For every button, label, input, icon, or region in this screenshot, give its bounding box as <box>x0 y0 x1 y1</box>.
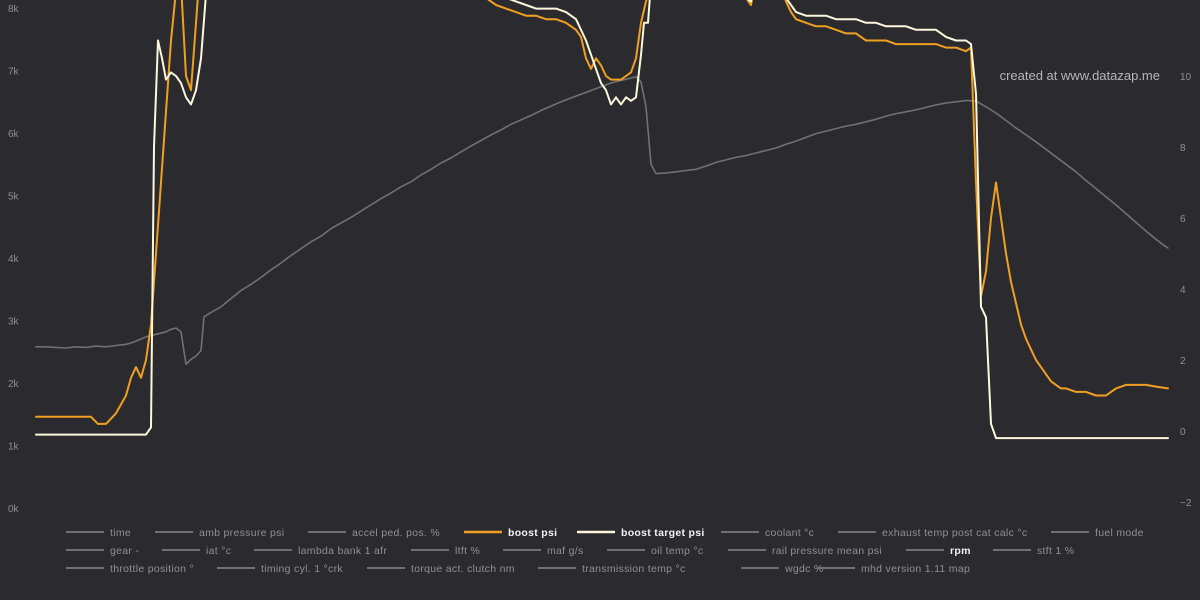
right-tick-label: 0 <box>1180 427 1186 438</box>
left-tick-label: 6k <box>8 129 20 140</box>
legend-item-wgdc[interactable]: wgdc % <box>741 563 824 575</box>
legend-item-throttle-position[interactable]: throttle position ° <box>66 563 194 575</box>
right-tick-label: −2 <box>1180 498 1192 509</box>
legend-label: amb pressure psi <box>199 527 284 539</box>
series-line-boost-target-psi <box>35 0 1169 440</box>
legend-label: mhd version 1.11 map <box>861 563 970 575</box>
left-tick-label: 8k <box>8 4 20 15</box>
series-line-boost-psi <box>35 0 1169 425</box>
legend-item-accel-ped-pos[interactable]: accel ped. pos. % <box>308 527 440 539</box>
legend-item-gear[interactable]: gear - <box>66 545 139 557</box>
legend-label: accel ped. pos. % <box>352 527 440 539</box>
right-axis: −2 0 2 4 6 8 10 <box>1180 72 1192 509</box>
right-tick-label: 6 <box>1180 214 1186 225</box>
legend-label: torque act. clutch nm <box>411 563 515 575</box>
legend-label: wgdc % <box>784 563 824 575</box>
legend-item-maf-g-s[interactable]: maf g/s <box>503 545 584 557</box>
series-line-rpm <box>35 76 1169 366</box>
legend-item-lambda-bank-1-afr[interactable]: lambda bank 1 afr <box>254 545 387 557</box>
legend-item-torque-act-clutch-nm[interactable]: torque act. clutch nm <box>367 563 515 575</box>
legend-item-time[interactable]: time <box>66 527 131 539</box>
left-tick-label: 2k <box>8 379 20 390</box>
right-tick-label: 4 <box>1180 285 1186 296</box>
right-tick-label: 2 <box>1180 356 1186 367</box>
left-axis: 0k 1k 2k 3k 4k 5k 6k 7k 8k <box>8 4 20 515</box>
legend-item-coolant-c[interactable]: coolant °c <box>721 527 814 539</box>
left-tick-label: 0k <box>8 504 20 515</box>
legend-label: gear - <box>110 545 139 557</box>
left-tick-label: 1k <box>8 442 20 453</box>
left-tick-label: 3k <box>8 317 20 328</box>
legend-label: ltft % <box>455 545 480 557</box>
legend-item-rpm[interactable]: rpm <box>906 545 971 557</box>
legend-item-exhaust-temp-post-cat-calc-c[interactable]: exhaust temp post cat calc °c <box>838 527 1027 539</box>
legend-item-timing-cyl-1-crk[interactable]: timing cyl. 1 °crk <box>217 563 343 575</box>
legend-item-iat-c[interactable]: iat °c <box>162 545 231 557</box>
right-tick-label: 8 <box>1180 143 1186 154</box>
left-tick-label: 7k <box>8 67 20 78</box>
legend-item-stft-1[interactable]: stft 1 % <box>993 545 1074 557</box>
legend-label: oil temp °c <box>651 545 703 557</box>
legend-item-boost-psi[interactable]: boost psi <box>464 527 557 539</box>
legend-item-ltft[interactable]: ltft % <box>411 545 480 557</box>
legend-item-transmission-temp-c[interactable]: transmission temp °c <box>538 563 686 575</box>
legend-label: time <box>110 527 131 539</box>
legend-label: timing cyl. 1 °crk <box>261 563 343 575</box>
right-tick-label: 10 <box>1180 72 1192 83</box>
legend-label: stft 1 % <box>1037 545 1074 557</box>
legend-label: boost target psi <box>621 527 705 539</box>
legend-label: iat °c <box>206 545 231 557</box>
legend[interactable]: time amb pressure psi accel ped. pos. % boo… <box>66 527 1144 575</box>
legend-label: rpm <box>950 545 971 557</box>
left-tick-label: 5k <box>8 192 20 203</box>
legend-item-rail-pressure-mean-psi[interactable]: rail pressure mean psi <box>728 545 882 557</box>
legend-label: exhaust temp post cat calc °c <box>882 527 1027 539</box>
legend-label: maf g/s <box>547 545 584 557</box>
series-layer <box>35 0 1169 440</box>
legend-label: boost psi <box>508 527 557 539</box>
legend-label: lambda bank 1 afr <box>298 545 387 557</box>
legend-label: throttle position ° <box>110 563 194 575</box>
legend-label: transmission temp °c <box>582 563 686 575</box>
watermark-text: created at www.datazap.me <box>1000 68 1160 83</box>
legend-item-fuel-mode[interactable]: fuel mode <box>1051 527 1144 539</box>
legend-item-boost-target-psi[interactable]: boost target psi <box>577 527 705 539</box>
legend-label: rail pressure mean psi <box>772 545 882 557</box>
legend-label: fuel mode <box>1095 527 1144 539</box>
legend-item-amb-pressure-psi[interactable]: amb pressure psi <box>155 527 284 539</box>
legend-item-oil-temp-c[interactable]: oil temp °c <box>607 545 703 557</box>
legend-label: coolant °c <box>765 527 814 539</box>
legend-item-mhd-version-1-11-map[interactable]: mhd version 1.11 map <box>817 563 970 575</box>
left-tick-label: 4k <box>8 254 20 265</box>
